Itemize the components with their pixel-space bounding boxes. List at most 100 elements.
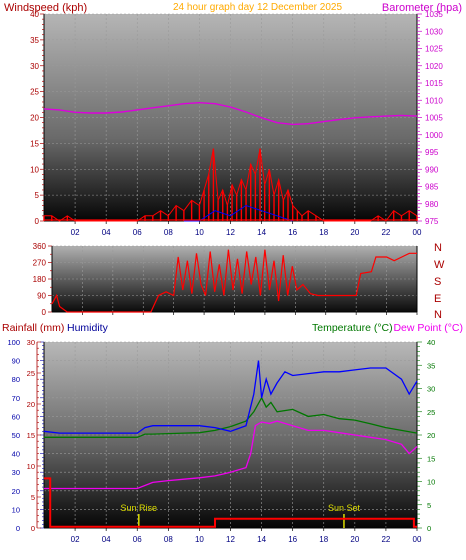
- dewpoint-line: [44, 420, 418, 490]
- temperature-y-tick-label: 35: [427, 361, 435, 370]
- wind-y-tick-label: 0: [35, 217, 40, 226]
- humidity-y-tick-label: 100: [7, 338, 20, 347]
- direction-label-n2: N: [434, 309, 442, 321]
- barometer-y-tick-label: 975: [425, 217, 439, 226]
- humidity-y-tick-label: 40: [12, 450, 20, 459]
- x-tick-label: 00: [413, 228, 422, 237]
- wind-y-tick-label: 25: [30, 88, 39, 97]
- humidity-y-tick-label: 50: [12, 431, 20, 440]
- wind-y-tick-label: 35: [30, 36, 39, 45]
- x-tick-label: 08: [164, 228, 173, 237]
- sunset-annotation: Sun Set: [328, 503, 361, 513]
- x-tick-label: 22: [381, 228, 390, 237]
- chart-title: 24 hour graph day 12 December 2025: [173, 2, 342, 13]
- x-tick-label: 00: [413, 535, 422, 544]
- rainfall-y-tick-label: 20: [27, 400, 35, 409]
- humidity-line: [43, 360, 418, 434]
- x-tick-label: 06: [133, 535, 142, 544]
- barometer-y-tick-label: 1025: [425, 45, 443, 54]
- barometer-line: [43, 101, 418, 126]
- humidity-y-tick-label: 70: [12, 394, 20, 403]
- temperature-y-tick-label: 30: [427, 385, 435, 394]
- humidity-y-tick-label: 0: [16, 524, 20, 533]
- humidity-y-tick-label: 30: [12, 468, 20, 477]
- temperature-y-tick-label: 25: [427, 408, 435, 417]
- rainfall-line: [44, 477, 417, 528]
- dewpoint-axis-title: Dew Point (°C): [393, 322, 463, 334]
- barometer-y-tick-label: 990: [425, 165, 439, 174]
- wind-y-tick-label: 20: [30, 114, 39, 123]
- temperature-line: [44, 396, 418, 438]
- x-tick-label: 06: [133, 228, 142, 237]
- x-tick-label: 16: [288, 228, 297, 237]
- x-tick-label: 12: [226, 228, 235, 237]
- x-tick-label: 04: [102, 228, 111, 237]
- direction-label-w: W: [434, 259, 445, 271]
- x-tick-label: 12: [226, 535, 235, 544]
- barometer-y-tick-label: 1010: [425, 96, 443, 105]
- humidity-axis-title: Humidity: [67, 322, 109, 334]
- temperature-axis-title: Temperature (°C): [312, 322, 393, 334]
- humidity-y-tick-label: 80: [12, 375, 20, 384]
- wind-gust-line: [183, 204, 293, 222]
- x-tick-label: 22: [381, 535, 390, 544]
- direction-y-tick-label: 180: [33, 275, 47, 284]
- temperature-y-tick-label: 20: [427, 431, 435, 440]
- temperature-y-tick-label: 5: [427, 501, 431, 510]
- direction-y-tick-label: 360: [33, 242, 47, 251]
- barometer-axis-title: Barometer (hpa): [382, 2, 462, 14]
- wind-direction-line: [51, 249, 417, 313]
- temperature-y-tick-label: 40: [427, 338, 435, 347]
- windspeed-axis-title: Windspeed (kph): [4, 2, 87, 14]
- rainfall-axis-title: Rainfall (mm): [2, 322, 64, 334]
- wind-y-tick-label: 15: [30, 139, 39, 148]
- wind-speed-line: [44, 148, 418, 222]
- barometer-y-tick-label: 1005: [425, 114, 443, 123]
- direction-y-tick-label: 90: [37, 292, 46, 301]
- direction-y-tick-label: 0: [42, 308, 47, 317]
- temperature-y-tick-label: 15: [427, 454, 435, 463]
- sunrise-annotation: Sun Rise: [121, 503, 158, 513]
- x-tick-label: 18: [319, 535, 328, 544]
- wind-y-tick-label: 30: [30, 62, 39, 71]
- wind-y-tick-label: 5: [35, 191, 40, 200]
- rainfall-y-tick-label: 30: [27, 338, 35, 347]
- barometer-y-tick-label: 1015: [425, 79, 443, 88]
- rainfall-y-tick-label: 15: [27, 431, 35, 440]
- barometer-y-tick-label: 1000: [425, 131, 443, 140]
- humidity-y-tick-label: 20: [12, 487, 20, 496]
- wind-y-tick-label: 10: [30, 165, 39, 174]
- barometer-y-tick-label: 985: [425, 183, 439, 192]
- barometer-y-tick-label: 980: [425, 200, 439, 209]
- x-tick-label: 10: [195, 535, 204, 544]
- x-tick-label: 08: [164, 535, 173, 544]
- x-tick-label: 02: [71, 535, 80, 544]
- direction-label-s: S: [434, 276, 441, 288]
- rainfall-y-tick-label: 10: [27, 462, 35, 471]
- x-tick-label: 16: [288, 535, 297, 544]
- wind-y-tick-label: 40: [30, 10, 39, 19]
- barometer-y-tick-label: 1030: [425, 27, 443, 36]
- barometer-y-tick-label: 995: [425, 148, 439, 157]
- direction-label-e: E: [434, 293, 441, 305]
- x-tick-label: 14: [257, 228, 266, 237]
- temperature-y-tick-label: 0: [427, 524, 431, 533]
- humidity-y-tick-label: 10: [12, 505, 20, 514]
- x-tick-label: 20: [350, 228, 359, 237]
- rainfall-y-tick-label: 0: [31, 524, 35, 533]
- barometer-y-tick-label: 1020: [425, 62, 443, 71]
- x-tick-label: 14: [257, 535, 266, 544]
- rainfall-y-tick-label: 5: [31, 493, 35, 502]
- x-tick-label: 04: [102, 535, 111, 544]
- x-tick-label: 02: [71, 228, 80, 237]
- temperature-y-tick-label: 10: [427, 478, 435, 487]
- direction-y-tick-label: 270: [33, 259, 47, 268]
- x-tick-label: 18: [319, 228, 328, 237]
- humidity-y-tick-label: 90: [12, 357, 20, 366]
- series-layer: [43, 101, 418, 528]
- rainfall-y-tick-label: 25: [27, 369, 35, 378]
- x-tick-label: 10: [195, 228, 204, 237]
